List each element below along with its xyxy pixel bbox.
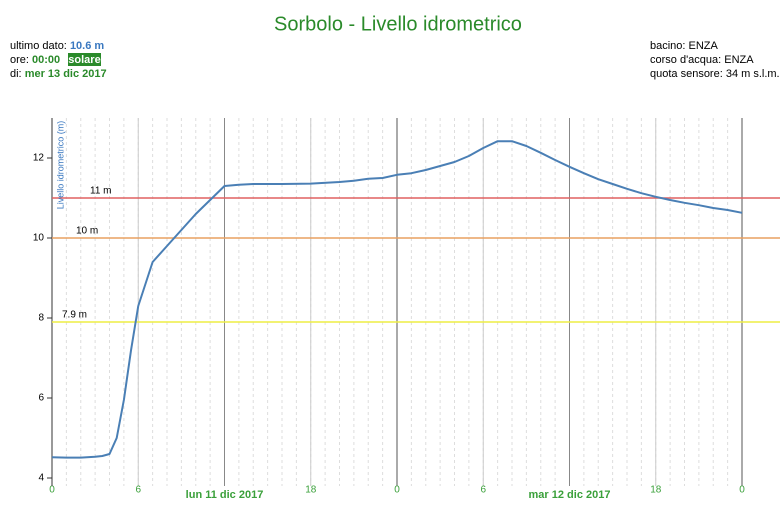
info-right: corso d'acqua: ENZA bbox=[650, 54, 754, 66]
info-line: ore: 00:00 bbox=[10, 54, 60, 66]
chart-title: Sorbolo - Livello idrometrico bbox=[274, 13, 522, 35]
info-right: bacino: ENZA bbox=[650, 40, 719, 52]
info-line: ultimo dato: 10.6 m bbox=[10, 40, 104, 52]
info-value: 00:00 bbox=[32, 54, 60, 66]
y-axis-label: Livello idrometrico (m) bbox=[55, 121, 65, 210]
x-tick-label: mar 12 dic 2017 bbox=[529, 489, 611, 501]
x-tick-label: 0 bbox=[394, 485, 400, 496]
x-tick-label: 18 bbox=[305, 485, 317, 496]
info-label: di: bbox=[10, 68, 22, 80]
info-value: mer 13 dic 2017 bbox=[25, 68, 107, 80]
info-line: di: mer 13 dic 2017 bbox=[10, 68, 107, 80]
x-tick-label: 0 bbox=[49, 485, 55, 496]
badge-text: solare bbox=[68, 54, 100, 66]
threshold-label: 10 m bbox=[76, 226, 98, 237]
y-tick-label: 6 bbox=[38, 393, 44, 404]
x-tick-label: 0 bbox=[739, 485, 745, 496]
threshold-label: 7.9 m bbox=[62, 310, 87, 321]
y-tick-label: 12 bbox=[33, 153, 45, 164]
y-tick-label: 8 bbox=[38, 313, 44, 324]
data-line bbox=[51, 140, 743, 459]
info-value: 10.6 m bbox=[70, 40, 104, 52]
y-tick-label: 4 bbox=[38, 473, 44, 484]
info-label: ore: bbox=[10, 54, 29, 66]
info-right: quota sensore: 34 m s.l.m. bbox=[650, 68, 780, 80]
y-tick-label: 10 bbox=[33, 233, 45, 244]
x-tick-label: lun 11 dic 2017 bbox=[186, 489, 264, 501]
threshold-label: 11 m bbox=[90, 186, 112, 197]
badge bbox=[68, 53, 101, 66]
x-tick-label: 6 bbox=[135, 485, 141, 496]
x-tick-label: 18 bbox=[650, 485, 662, 496]
x-tick-label: 6 bbox=[480, 485, 486, 496]
info-label: ultimo dato: bbox=[10, 40, 67, 52]
